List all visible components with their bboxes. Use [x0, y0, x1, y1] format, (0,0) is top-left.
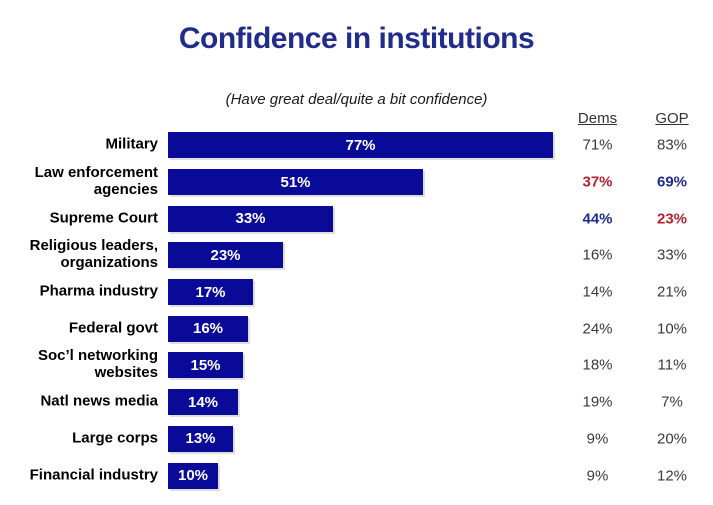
- bar-value-label: 13%: [185, 430, 216, 448]
- dems-value: 37%: [582, 173, 613, 191]
- chart-row: Natl news media 14% 19% 7%: [0, 384, 713, 421]
- dems-value: 71%: [582, 136, 613, 154]
- bar-track: 10%: [168, 462, 668, 489]
- bar: 10%: [168, 462, 218, 489]
- bar: 51%: [168, 169, 423, 196]
- bar: 33%: [168, 205, 333, 232]
- category-label: Natl news media: [40, 392, 158, 410]
- chart-row: Federal govt 16% 24% 10%: [0, 310, 713, 347]
- chart-row: Large corps 13% 9% 20%: [0, 421, 713, 458]
- chart-row: Financial industry 10% 9% 12%: [0, 457, 713, 494]
- bar: 14%: [168, 389, 238, 416]
- bar-track: 15%: [168, 352, 668, 379]
- dems-value: 44%: [582, 210, 613, 228]
- bar-value-label: 17%: [195, 283, 226, 301]
- bar: 23%: [168, 242, 283, 269]
- bar: 77%: [168, 132, 553, 159]
- bar-value-label: 15%: [190, 356, 221, 374]
- gop-value: 12%: [656, 467, 688, 485]
- chart-row: Law enforcement agencies 51% 37% 69%: [0, 164, 713, 201]
- chart-subtitle: (Have great deal/quite a bit confidence): [225, 91, 488, 108]
- dems-value: 18%: [582, 356, 613, 374]
- gop-value: 10%: [656, 320, 688, 338]
- category-label: Financial industry: [29, 466, 158, 484]
- chart-row: Supreme Court 33% 44% 23%: [0, 200, 713, 237]
- bar-track: 16%: [168, 315, 668, 342]
- category-label: Religious leaders, organizations: [29, 237, 158, 272]
- dems-value: 9%: [586, 430, 609, 448]
- bar-track: 33%: [168, 205, 668, 232]
- bar-track: 13%: [168, 425, 668, 452]
- column-header-gop: GOP: [655, 110, 689, 127]
- dems-value: 16%: [582, 246, 613, 264]
- chart-row: Religious leaders, organizations 23% 16%…: [0, 237, 713, 274]
- bar-value-label: 77%: [345, 136, 376, 154]
- bar-track: 23%: [168, 242, 668, 269]
- gop-value: 11%: [657, 356, 687, 374]
- bar-value-label: 16%: [192, 320, 224, 338]
- gop-value: 69%: [656, 173, 688, 191]
- category-label: Large corps: [72, 429, 158, 447]
- dems-value: 14%: [582, 283, 613, 301]
- dems-value: 19%: [582, 393, 613, 411]
- bar: 13%: [168, 425, 233, 452]
- category-label: Federal govt: [68, 319, 158, 337]
- category-label: Pharma industry: [39, 282, 158, 300]
- bar: 15%: [168, 352, 243, 379]
- category-label: Law enforcement agencies: [34, 164, 158, 199]
- bar: 16%: [168, 315, 248, 342]
- column-header-dems: Dems: [577, 110, 618, 127]
- bar-value-label: 23%: [210, 246, 241, 264]
- bar-value-label: 33%: [235, 210, 266, 228]
- chart-title: Confidence in institutions: [178, 22, 535, 55]
- dems-value: 24%: [582, 320, 613, 338]
- bar: 17%: [168, 279, 253, 306]
- chart-row: Pharma industry 17% 14% 21%: [0, 274, 713, 311]
- bar-value-label: 51%: [280, 173, 311, 191]
- gop-value: 7%: [661, 393, 683, 411]
- bar-track: 14%: [168, 389, 668, 416]
- gop-value: 83%: [656, 136, 688, 154]
- bar-track: 51%: [168, 169, 668, 196]
- gop-value: 33%: [656, 246, 688, 264]
- category-label: Soc’l networking websites: [37, 347, 158, 382]
- bar-chart: Military 77% 71% 83% Law enforcement age…: [0, 127, 713, 494]
- category-label: Supreme Court: [49, 209, 158, 227]
- bar-track: 77%: [168, 132, 668, 159]
- chart-row: Soc’l networking websites 15% 18% 11%: [0, 347, 713, 384]
- dems-value: 9%: [586, 467, 609, 485]
- gop-value: 20%: [656, 430, 688, 448]
- chart-row: Military 77% 71% 83%: [0, 127, 713, 164]
- gop-value: 23%: [656, 210, 688, 228]
- bar-track: 17%: [168, 279, 668, 306]
- category-label: Military: [105, 135, 158, 153]
- bar-value-label: 10%: [177, 467, 209, 485]
- bar-value-label: 14%: [187, 393, 219, 411]
- gop-value: 21%: [656, 283, 688, 301]
